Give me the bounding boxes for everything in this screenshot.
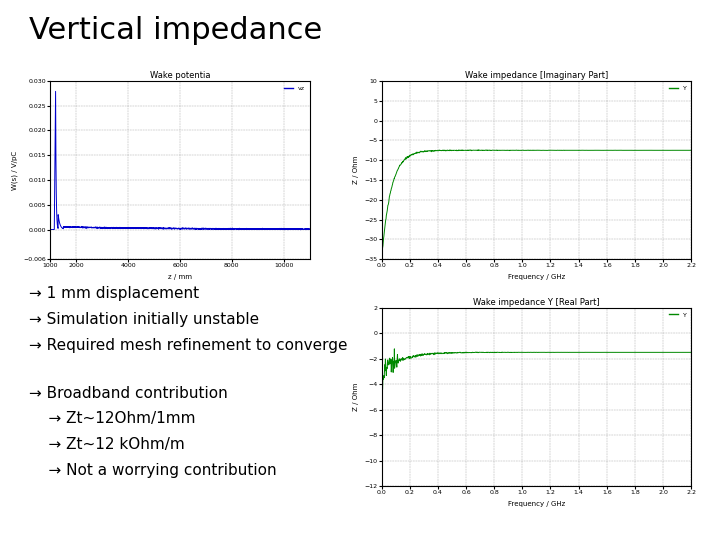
Title: Wake impedance Y [Real Part]: Wake impedance Y [Real Part] [473, 298, 600, 307]
Text: → Zt~12Ohm/1mm: → Zt~12Ohm/1mm [29, 411, 195, 427]
X-axis label: z / mm: z / mm [168, 274, 192, 280]
Text: → Simulation initially unstable: → Simulation initially unstable [29, 312, 259, 327]
Y-axis label: Z / Ohm: Z / Ohm [353, 156, 359, 184]
Text: → 1 mm displacement: → 1 mm displacement [29, 286, 199, 301]
Legend: Y: Y [667, 311, 688, 319]
Text: → Required mesh refinement to converge: → Required mesh refinement to converge [29, 338, 347, 353]
Legend: vz: vz [283, 84, 307, 92]
Y-axis label: W(s) / V/pC: W(s) / V/pC [12, 151, 18, 190]
Legend: Y: Y [667, 84, 688, 92]
Title: Wake potentia: Wake potentia [150, 71, 210, 80]
Text: → Not a worrying contribution: → Not a worrying contribution [29, 463, 276, 478]
Text: → Zt~12 kOhm/m: → Zt~12 kOhm/m [29, 437, 184, 453]
Y-axis label: Z / Ohm: Z / Ohm [353, 383, 359, 411]
X-axis label: Frequency / GHz: Frequency / GHz [508, 274, 565, 280]
Text: Vertical impedance: Vertical impedance [29, 16, 322, 45]
Title: Wake impedance [Imaginary Part]: Wake impedance [Imaginary Part] [465, 71, 608, 80]
X-axis label: Frequency / GHz: Frequency / GHz [508, 501, 565, 507]
Text: → Broadband contribution: → Broadband contribution [29, 386, 228, 401]
